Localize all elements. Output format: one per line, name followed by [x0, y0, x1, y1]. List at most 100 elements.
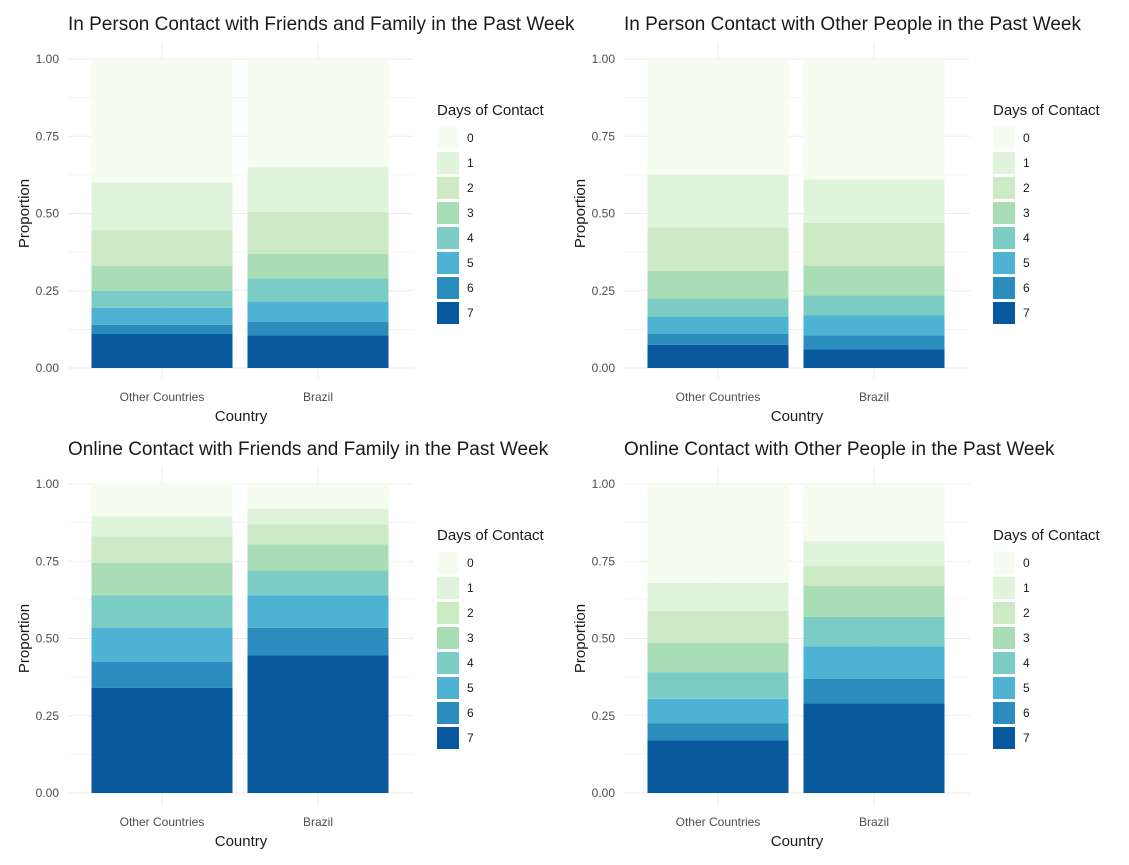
- bar-segment-2-brazil: [247, 211, 389, 254]
- bar-segment-5-brazil: [247, 301, 389, 322]
- bar-segment-7-brazil: [803, 349, 945, 368]
- bar-segment-4-brazil: [803, 295, 945, 316]
- x-tick-label: Other Countries: [676, 390, 761, 404]
- legend-key-label: 0: [1023, 556, 1030, 570]
- legend-key-swatch: [437, 202, 459, 224]
- bar-segment-6-brazil: [247, 627, 389, 656]
- legend-key-swatch: [437, 177, 459, 199]
- y-axis-title: Proportion: [16, 604, 33, 673]
- bar-segment-1-brazil: [247, 508, 389, 525]
- y-tick-label: 0.50: [592, 632, 616, 646]
- bar-segment-3-other-countries: [647, 643, 789, 673]
- bar-segment-7-other-countries: [647, 740, 789, 793]
- bar-segment-1-other-countries: [647, 582, 789, 611]
- bar-segment-1-other-countries: [91, 516, 233, 537]
- legend-key-label: 6: [1023, 706, 1030, 720]
- legend-key-swatch: [437, 627, 459, 649]
- chart-panel-4: Online Contact with Other People in the …: [572, 439, 1101, 850]
- y-tick-label: 0.75: [592, 129, 616, 143]
- legend-key-swatch: [993, 627, 1015, 649]
- legend-key-swatch: [993, 552, 1015, 574]
- y-tick-label: 0.75: [592, 554, 616, 568]
- legend-key-label: 1: [1023, 156, 1030, 170]
- legend-key-label: 1: [467, 156, 474, 170]
- bar-segment-3-brazil: [803, 266, 945, 296]
- bar-segment-7-other-countries: [647, 344, 789, 368]
- y-tick-label: 0.00: [36, 786, 60, 800]
- legend-key-swatch: [437, 252, 459, 274]
- y-tick-label: 0.25: [592, 709, 616, 723]
- legend-key-swatch: [437, 702, 459, 724]
- x-tick-label: Other Countries: [676, 815, 761, 829]
- bar-segment-0-brazil: [803, 59, 945, 180]
- chart-panel-3: Online Contact with Friends and Family i…: [16, 439, 549, 850]
- legend-key-swatch: [993, 702, 1015, 724]
- y-tick-label: 1.00: [592, 477, 616, 491]
- bar-segment-7-brazil: [247, 335, 389, 368]
- x-tick-label: Brazil: [303, 390, 333, 404]
- bar-segment-7-brazil: [803, 703, 945, 793]
- y-tick-label: 0.75: [36, 554, 60, 568]
- legend-key-swatch: [993, 202, 1015, 224]
- bar-segment-7-other-countries: [91, 687, 233, 793]
- bar-segment-1-other-countries: [647, 174, 789, 228]
- bar-segment-3-other-countries: [647, 270, 789, 299]
- legend-key-label: 5: [1023, 256, 1030, 270]
- legend-key-label: 1: [467, 581, 474, 595]
- legend-title: Days of Contact: [993, 102, 1101, 119]
- bar-segment-5-brazil: [803, 646, 945, 679]
- y-tick-label: 0.50: [36, 207, 60, 221]
- legend-key-swatch: [993, 277, 1015, 299]
- y-tick-label: 1.00: [592, 52, 616, 66]
- bar-segment-4-other-countries: [91, 595, 233, 628]
- legend: Days of Contact 0 1 2 3 4 5 6 7: [993, 527, 1101, 749]
- x-axis-title: Country: [215, 408, 268, 425]
- bar-segment-6-other-countries: [91, 661, 233, 688]
- bar-segment-0-other-countries: [647, 59, 789, 175]
- legend-key-label: 7: [1023, 306, 1030, 320]
- y-tick-label: 0.75: [36, 129, 60, 143]
- bar-segment-2-brazil: [803, 565, 945, 586]
- legend-key-swatch: [437, 127, 459, 149]
- legend: Days of Contact 0 1 2 3 4 5 6 7: [437, 527, 545, 749]
- bar-segment-1-brazil: [803, 541, 945, 566]
- legend-key-swatch: [437, 652, 459, 674]
- legend-key-swatch: [993, 302, 1015, 324]
- legend-key-swatch: [993, 577, 1015, 599]
- bar-segment-0-brazil: [247, 59, 389, 168]
- legend-key-label: 7: [467, 731, 474, 745]
- legend-key-label: 0: [1023, 131, 1030, 145]
- bar-segment-3-other-countries: [91, 266, 233, 291]
- y-tick-label: 0.00: [592, 786, 616, 800]
- legend-key-label: 3: [467, 631, 474, 645]
- legend-key-label: 5: [467, 681, 474, 695]
- y-tick-label: 0.00: [592, 361, 616, 375]
- bar-segment-2-brazil: [247, 524, 389, 545]
- x-tick-label: Other Countries: [120, 390, 205, 404]
- y-axis-title: Proportion: [572, 179, 589, 248]
- legend-key-swatch: [437, 277, 459, 299]
- chart-panel-1: In Person Contact with Friends and Famil…: [16, 14, 575, 425]
- legend-key-label: 3: [467, 206, 474, 220]
- bar-segment-4-brazil: [803, 616, 945, 647]
- bar-segment-4-other-countries: [91, 290, 233, 308]
- legend-key-swatch: [437, 152, 459, 174]
- bar-segment-3-other-countries: [91, 562, 233, 596]
- x-axis-title: Country: [771, 833, 824, 850]
- bar-segment-6-brazil: [803, 335, 945, 350]
- legend-key-label: 4: [467, 656, 474, 670]
- legend-key-label: 0: [467, 131, 474, 145]
- bar-segment-1-other-countries: [91, 182, 233, 231]
- chart-title: Online Contact with Friends and Family i…: [68, 439, 549, 460]
- legend-key-swatch: [437, 552, 459, 574]
- legend-key-swatch: [993, 177, 1015, 199]
- bar-segment-0-brazil: [803, 484, 945, 542]
- legend-key-swatch: [993, 152, 1015, 174]
- legend-key-label: 6: [467, 281, 474, 295]
- legend-key-swatch: [993, 602, 1015, 624]
- legend-key-label: 3: [1023, 206, 1030, 220]
- y-tick-label: 1.00: [36, 477, 60, 491]
- bar-segment-3-brazil: [247, 253, 389, 279]
- legend-key-swatch: [437, 677, 459, 699]
